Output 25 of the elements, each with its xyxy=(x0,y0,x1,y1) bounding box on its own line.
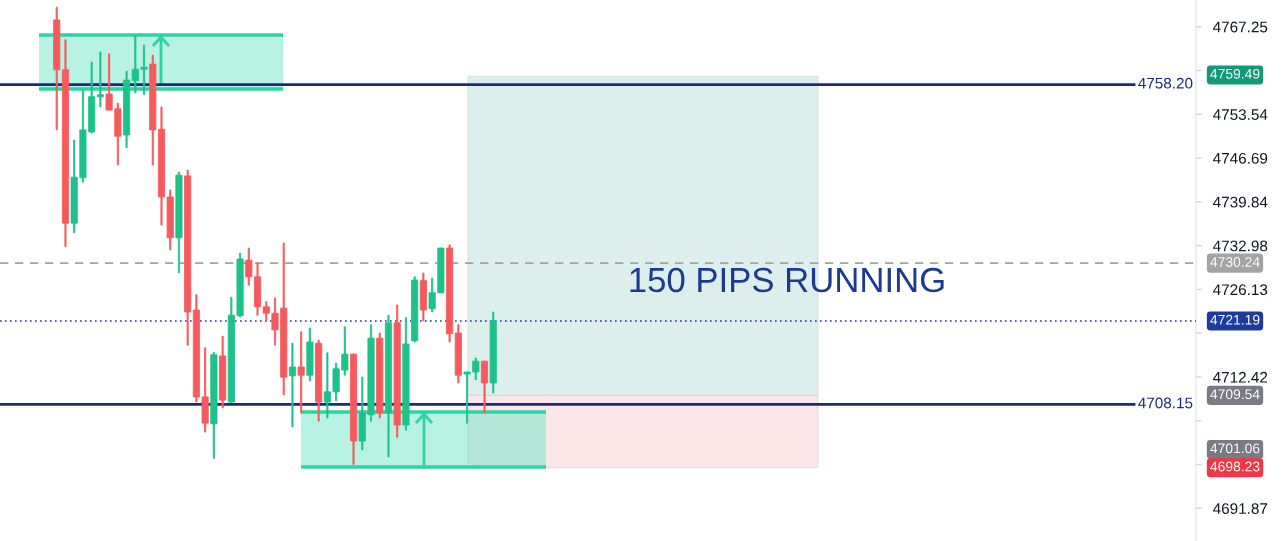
y-tick-label: 4746.69 xyxy=(1213,152,1268,164)
text: 4759.49 xyxy=(1210,68,1260,79)
text: 4709.54 xyxy=(1210,389,1260,400)
y-tick-label: 4732.98 xyxy=(1213,240,1268,252)
y-tick-label: 4767.25 xyxy=(1213,21,1268,33)
y-tick-label: 4726.13 xyxy=(1213,284,1268,296)
candlestick xyxy=(480,360,489,413)
text: 4698.23 xyxy=(1210,461,1260,472)
candlestick xyxy=(288,342,297,428)
y-tick-label: 4712.42 xyxy=(1213,371,1268,383)
annotation: 150 PIPS RUNNING xyxy=(630,267,944,293)
y-tick-label: 4691.87 xyxy=(1213,503,1268,514)
text: 4701.06 xyxy=(1210,443,1260,454)
candlestick xyxy=(96,51,104,108)
ref-line-label: 4730.24 xyxy=(1210,257,1260,267)
candlestick xyxy=(175,171,183,274)
ref-line-label: 4708.15 xyxy=(1138,397,1193,409)
ref-line-label: 4721.19 xyxy=(1210,314,1260,325)
candlestick xyxy=(489,311,497,394)
candlestick xyxy=(297,331,305,414)
ref-line-label: 4758.20 xyxy=(1138,77,1193,89)
y-tick-label: 4739.84 xyxy=(1213,196,1268,208)
candlestick xyxy=(306,327,314,382)
candlestick xyxy=(376,332,384,419)
y-tick-label: 4753.54 xyxy=(1213,109,1268,120)
